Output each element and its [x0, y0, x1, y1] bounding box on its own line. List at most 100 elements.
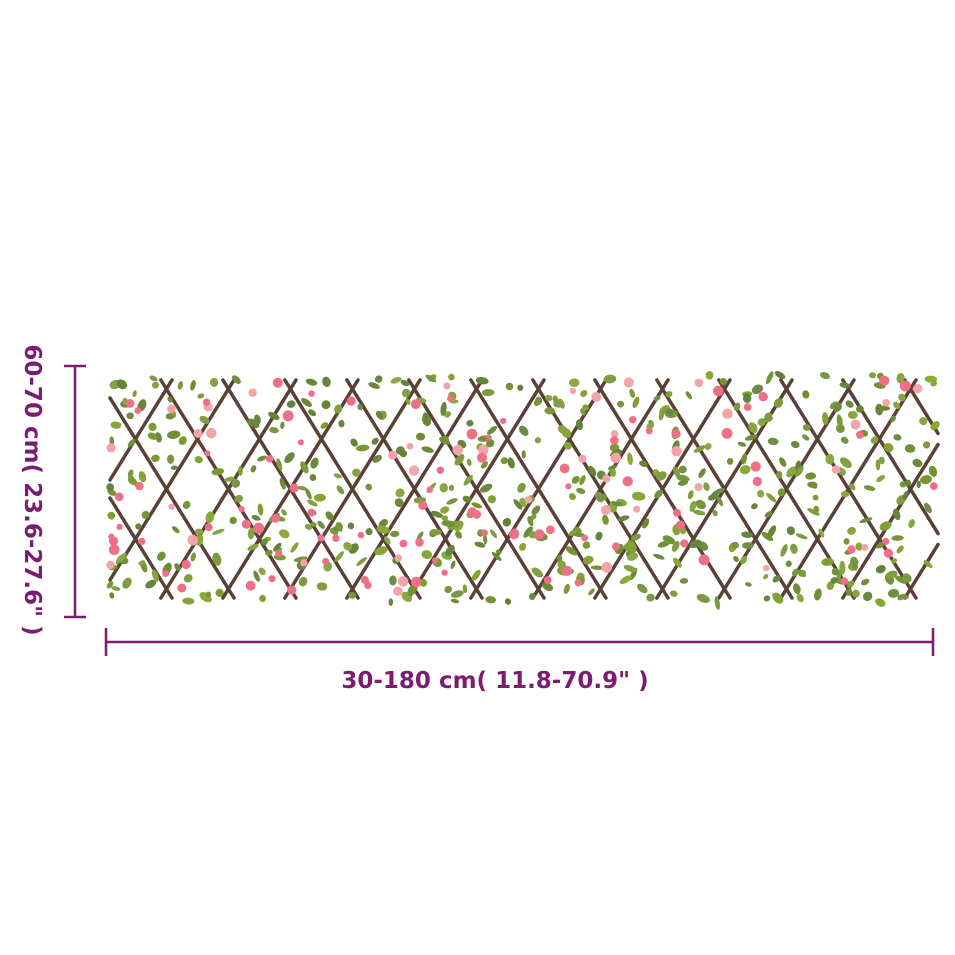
leaf	[151, 381, 160, 389]
leaf	[212, 552, 222, 566]
flower	[762, 564, 770, 572]
lattice-slat	[531, 378, 670, 600]
leaf	[544, 407, 556, 415]
leaf	[194, 456, 203, 464]
leaf	[301, 398, 312, 407]
flower	[750, 461, 761, 472]
leaf	[376, 525, 390, 534]
leaf	[843, 538, 850, 545]
leaf	[116, 552, 127, 563]
leaf	[558, 398, 565, 409]
flower	[106, 560, 115, 570]
flower	[204, 450, 211, 457]
flower	[177, 583, 187, 593]
lattice-slat	[108, 396, 236, 600]
leaf	[657, 540, 670, 548]
leaf	[127, 469, 134, 478]
leaf	[400, 379, 410, 387]
leaf	[790, 440, 800, 449]
flower	[282, 410, 294, 422]
leaf	[733, 556, 739, 563]
leaf	[923, 560, 933, 568]
leaf	[557, 560, 566, 569]
flower	[671, 429, 681, 439]
leaf	[839, 560, 846, 575]
flower	[238, 505, 245, 513]
leaf	[224, 476, 235, 482]
leaf	[166, 430, 181, 439]
leaf	[671, 540, 680, 552]
leaf	[421, 550, 433, 560]
leaf	[212, 528, 225, 535]
flower	[187, 534, 199, 546]
leaf	[807, 508, 820, 516]
lattice-slat	[345, 378, 484, 600]
leaf	[748, 422, 758, 433]
leaf	[852, 589, 860, 598]
leaf	[579, 475, 586, 485]
flower	[415, 537, 424, 547]
leaf	[141, 510, 150, 520]
leaf	[194, 528, 204, 535]
leaf	[440, 401, 447, 416]
leaf	[745, 582, 752, 587]
flower	[899, 380, 911, 392]
leaf	[850, 556, 858, 566]
leaf	[924, 502, 932, 514]
leaf	[733, 402, 741, 411]
leaf	[309, 474, 317, 481]
leaf	[110, 421, 122, 429]
leaf	[588, 465, 597, 477]
leaf	[308, 409, 317, 417]
leaf	[705, 370, 714, 380]
leaf	[751, 503, 758, 510]
leaf	[466, 458, 472, 467]
leaf	[795, 533, 808, 540]
artificial-flowers	[106, 375, 938, 596]
leaf	[726, 457, 734, 465]
leaf	[394, 498, 404, 508]
leaf	[845, 588, 853, 596]
leaf	[305, 378, 318, 386]
leaf	[561, 428, 572, 439]
flower	[882, 399, 890, 407]
leaf	[531, 505, 541, 515]
lattice-slat	[407, 378, 546, 600]
leaf	[471, 502, 482, 509]
leaf	[563, 583, 570, 595]
leaf	[395, 488, 405, 498]
leaf	[848, 483, 856, 491]
leaf	[847, 410, 858, 419]
leaf	[802, 390, 810, 399]
leaf	[430, 510, 443, 518]
leaf	[109, 592, 115, 599]
leaf	[737, 441, 747, 447]
leaf	[552, 395, 559, 406]
flower	[543, 576, 552, 584]
leaf	[576, 487, 586, 495]
flower	[410, 576, 422, 588]
leaf	[405, 398, 411, 405]
leaf	[357, 403, 363, 411]
leaf	[766, 492, 777, 503]
flower	[623, 377, 634, 388]
leaf	[350, 438, 358, 447]
leaf	[182, 597, 195, 605]
leaf	[719, 378, 728, 386]
leaf	[388, 598, 394, 606]
leaf	[779, 457, 787, 467]
flower	[611, 542, 621, 551]
leaf	[855, 542, 863, 551]
leaf	[352, 468, 361, 477]
leaf	[698, 468, 706, 479]
leaf	[300, 461, 309, 474]
leaf	[893, 401, 901, 410]
leaf	[450, 590, 464, 598]
leaf	[304, 524, 313, 530]
flower	[114, 492, 124, 502]
leaf	[491, 551, 502, 561]
flower	[268, 575, 276, 583]
leaf	[597, 493, 608, 501]
flower	[680, 539, 689, 548]
